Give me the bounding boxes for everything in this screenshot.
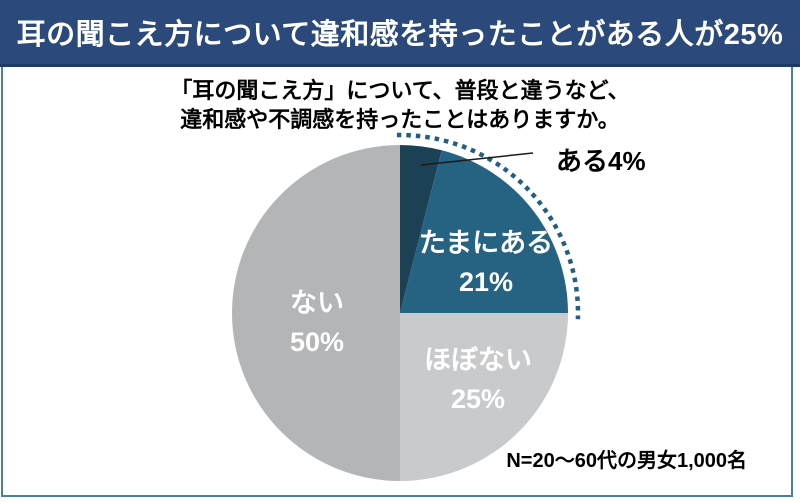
pie-label-name: ない	[290, 288, 344, 318]
callout-line	[420, 152, 534, 166]
question-line-2: 違和感や不調感を持ったことはありますか。	[180, 107, 620, 132]
pie-label-name: たまにある	[419, 228, 553, 258]
pie-slice-3	[232, 145, 400, 481]
pie-label-outside: ある4%	[556, 146, 646, 176]
pie-label-value: 50%	[290, 327, 344, 357]
sample-note: N=20〜60代の男女1,000名	[506, 450, 747, 472]
pie-slice-0	[400, 145, 442, 313]
pie-slice-2	[400, 313, 568, 481]
pie-label-value: 25%	[451, 384, 505, 414]
survey-question: 「耳の聞こえ方」について、普段と違うなど、 違和感や不調感を持ったことはあります…	[0, 76, 800, 134]
pie-label-value: 21%	[459, 267, 513, 297]
highlight-dotted-arc	[396, 132, 581, 320]
pie-slice-1	[400, 150, 568, 313]
question-line-1: 「耳の聞こえ方」について、普段と違うなど、	[170, 78, 630, 103]
header-banner: 耳の聞こえ方について違和感を持ったことがある人が25%	[0, 0, 800, 67]
pie-label-name: ほぼない	[424, 345, 532, 375]
headline: 耳の聞こえ方について違和感を持ったことがある人が25%	[16, 19, 784, 51]
